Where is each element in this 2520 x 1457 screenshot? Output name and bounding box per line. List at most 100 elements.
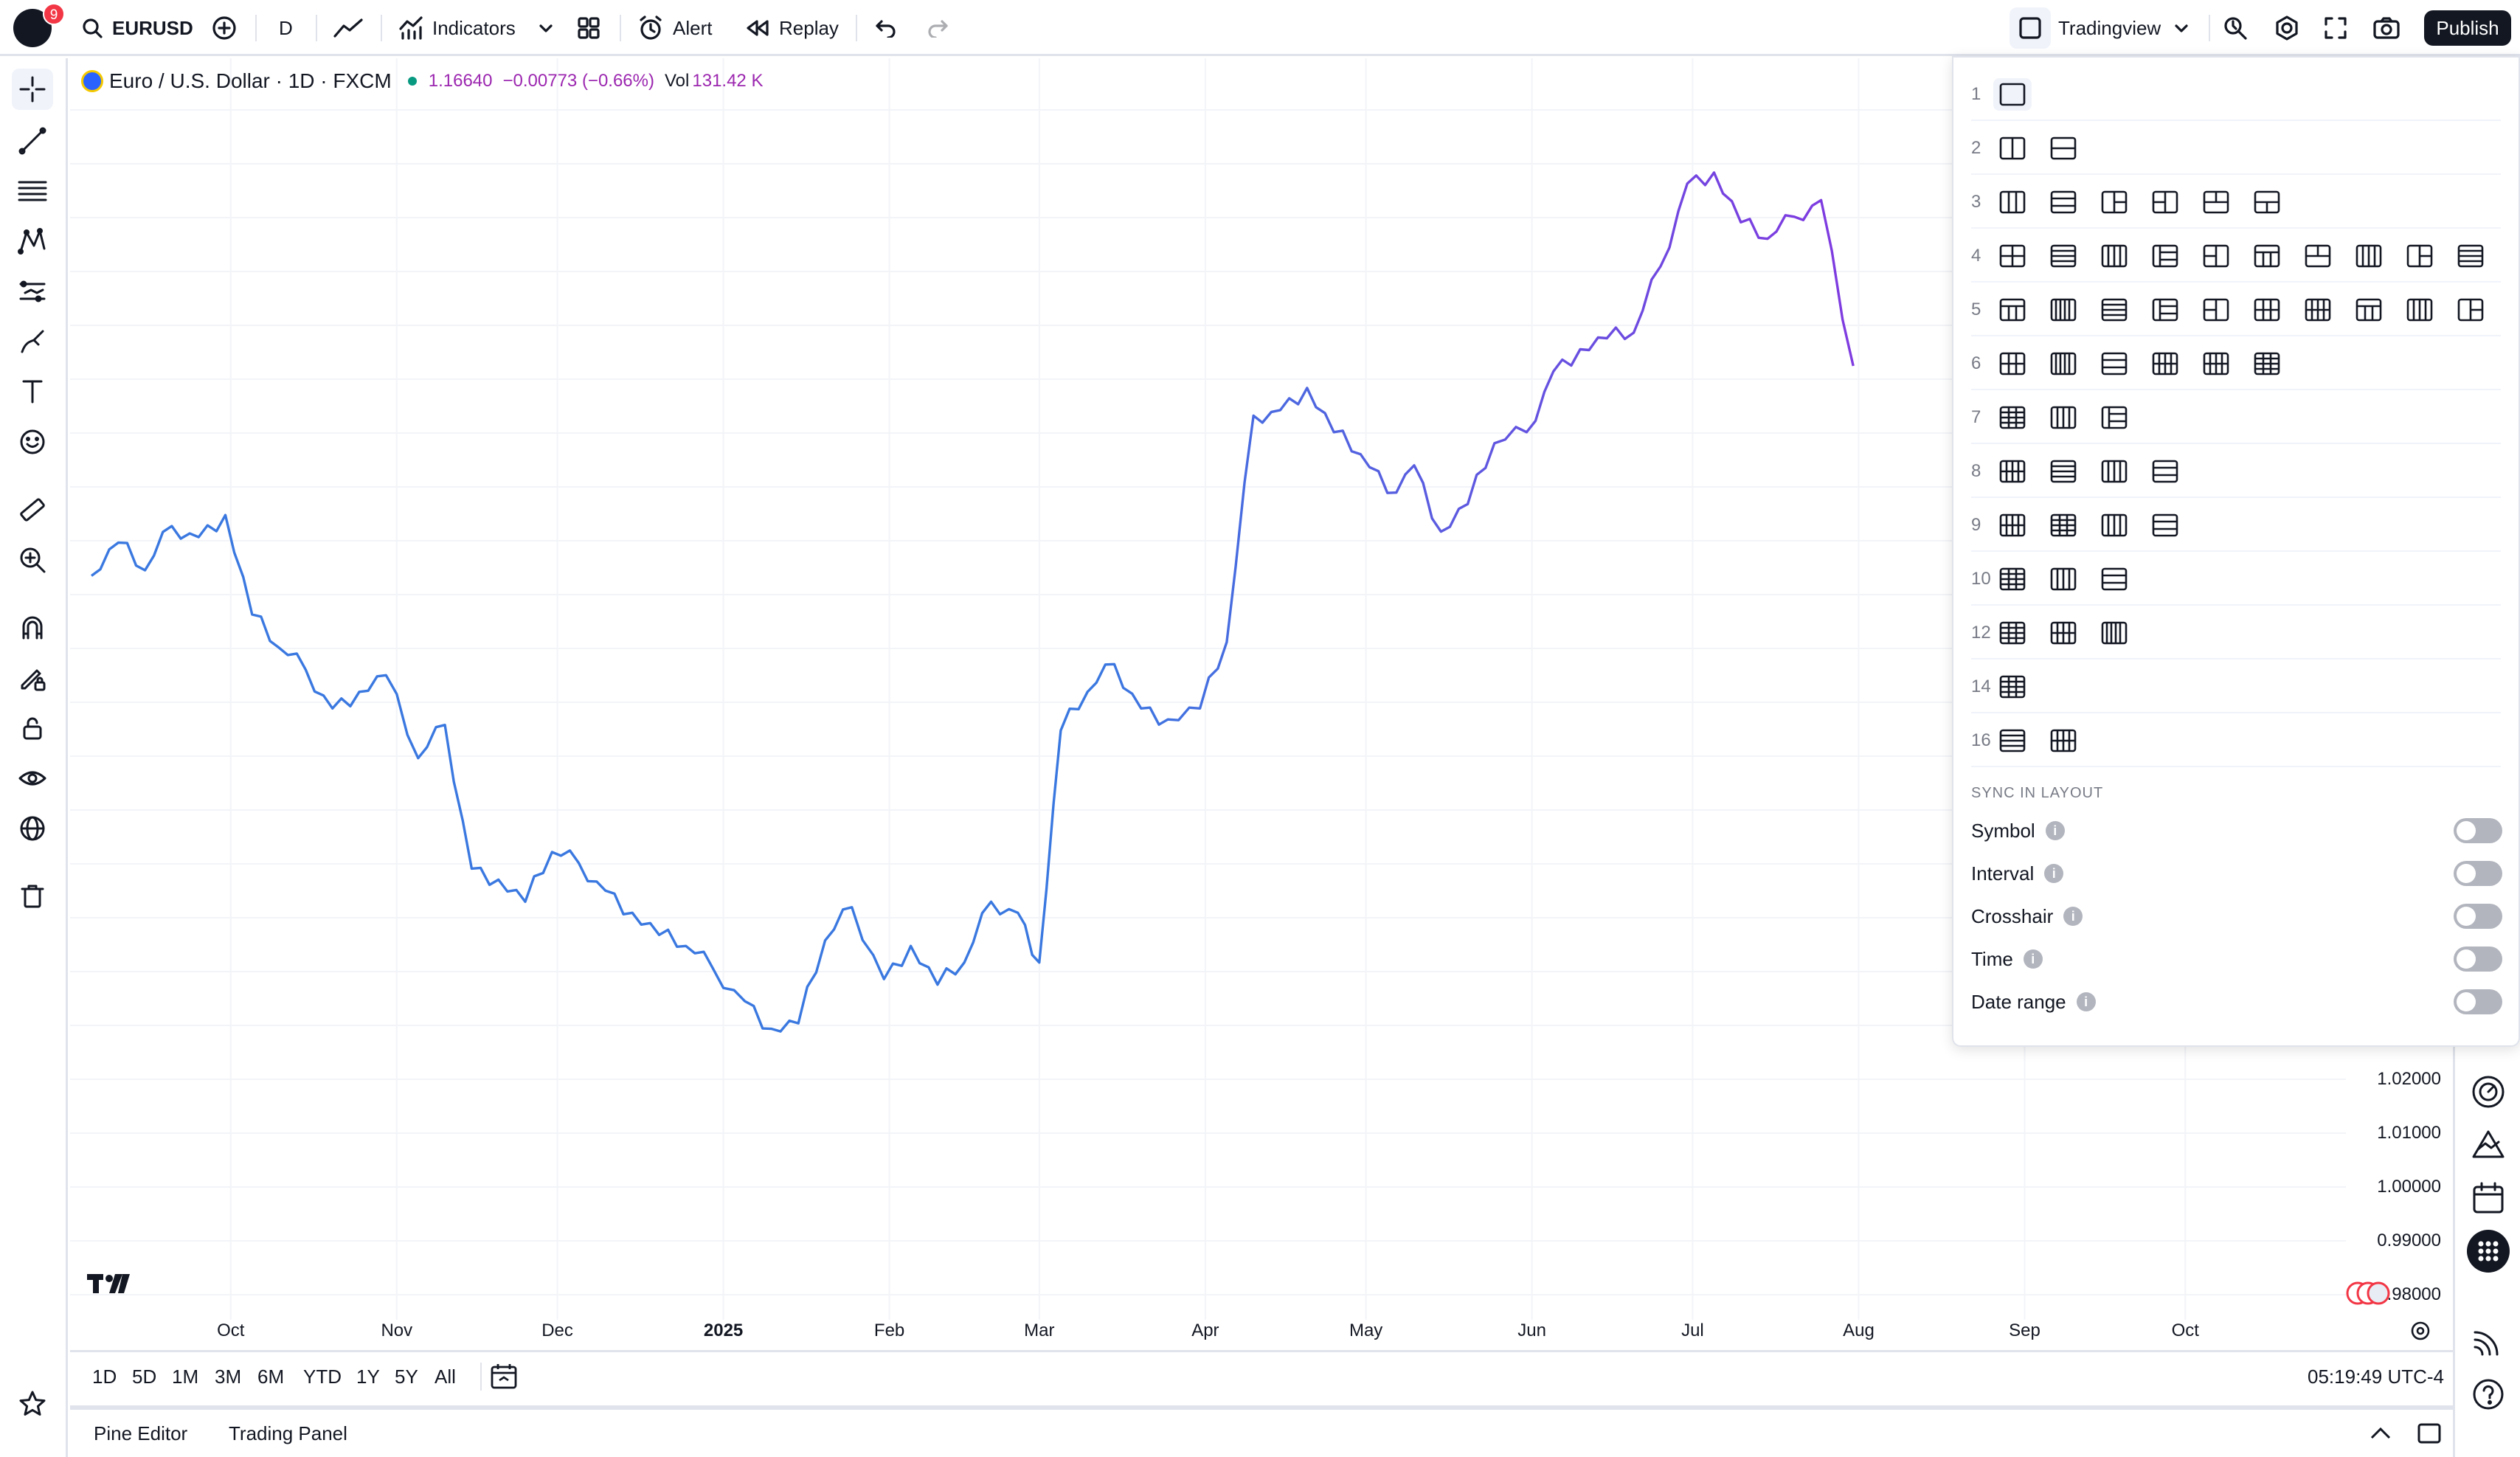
alert-button[interactable]: Alert [637, 0, 712, 56]
streams-button[interactable] [2467, 1320, 2510, 1363]
magnet-tool[interactable] [12, 607, 53, 648]
layout-option-5-6[interactable] [2248, 294, 2286, 326]
layout-option-5-5[interactable] [2197, 294, 2235, 326]
lock-all-tool[interactable] [12, 707, 53, 749]
go-to-date-button[interactable] [489, 1362, 519, 1391]
range-ytd[interactable]: YTD [303, 1366, 342, 1388]
layout-option-16-1[interactable] [1993, 724, 2032, 757]
sync-toggle[interactable] [2454, 818, 2502, 843]
info-icon[interactable]: i [2023, 949, 2043, 969]
products-button[interactable] [2467, 1230, 2510, 1273]
layout-option-3-5[interactable] [2197, 186, 2235, 218]
collapse-panel-button[interactable] [2367, 1420, 2394, 1450]
replay-button[interactable]: Replay [745, 0, 839, 56]
layout-option-6-2[interactable] [2044, 347, 2083, 380]
sync-toggle[interactable] [2454, 946, 2502, 972]
help-button[interactable] [2467, 1373, 2510, 1416]
text-tool[interactable] [12, 371, 53, 412]
layout-option-8-1[interactable] [1993, 455, 2032, 488]
layout-select-button[interactable] [2010, 0, 2051, 56]
flags-badge-icon[interactable] [2346, 1279, 2390, 1307]
crosshair-tool[interactable] [12, 69, 53, 110]
multi-layout-button[interactable] [577, 0, 600, 56]
layout-option-4-1[interactable] [1993, 240, 2032, 272]
layout-option-1-1[interactable] [1993, 78, 2032, 111]
info-icon[interactable]: i [2076, 992, 2096, 1011]
hide-tool[interactable] [12, 758, 53, 799]
layout-option-5-2[interactable] [2044, 294, 2083, 326]
layout-name-button[interactable]: Tradingview [2058, 0, 2189, 56]
layout-option-3-1[interactable] [1993, 186, 2032, 218]
layout-option-12-2[interactable] [2044, 617, 2083, 649]
layout-option-16-2[interactable] [2044, 724, 2083, 757]
layout-option-4-6[interactable] [2248, 240, 2286, 272]
compare-symbol-button[interactable] [211, 0, 238, 56]
layout-option-4-9[interactable] [2400, 240, 2439, 272]
sync-toggle[interactable] [2454, 861, 2502, 886]
sync-toggle[interactable] [2454, 904, 2502, 929]
settings-button[interactable] [2274, 0, 2300, 56]
fib-tool[interactable] [12, 170, 53, 212]
layout-option-2-2[interactable] [2044, 132, 2083, 165]
range-1y[interactable]: 1Y [356, 1366, 380, 1388]
layout-option-4-3[interactable] [2095, 240, 2133, 272]
range-1d[interactable]: 1D [92, 1366, 117, 1388]
layout-option-2-1[interactable] [1993, 132, 2032, 165]
layout-option-5-3[interactable] [2095, 294, 2133, 326]
tab-trading-panel[interactable]: Trading Panel [229, 1422, 347, 1444]
info-icon[interactable]: i [2045, 821, 2065, 840]
layout-option-4-8[interactable] [2350, 240, 2388, 272]
trendline-tool[interactable] [12, 120, 53, 162]
layout-option-3-2[interactable] [2044, 186, 2083, 218]
layout-option-8-3[interactable] [2095, 455, 2133, 488]
interval-button[interactable]: D [279, 0, 293, 56]
range-5y[interactable]: 5Y [395, 1366, 418, 1388]
layout-option-4-2[interactable] [2044, 240, 2083, 272]
layout-option-5-7[interactable] [2299, 294, 2337, 326]
legend-title[interactable]: Euro / U.S. Dollar · 1D · FXCM [109, 69, 392, 92]
layout-option-10-3[interactable] [2095, 563, 2133, 595]
remove-drawings-tool[interactable] [12, 876, 53, 917]
layout-option-4-4[interactable] [2146, 240, 2184, 272]
snapshot-button[interactable] [2372, 0, 2400, 56]
redo-button[interactable] [927, 0, 949, 56]
layout-option-9-3[interactable] [2095, 509, 2133, 541]
layout-option-5-4[interactable] [2146, 294, 2184, 326]
chart-type-button[interactable] [333, 0, 363, 56]
measure-tool[interactable] [12, 489, 53, 530]
undo-button[interactable] [875, 0, 897, 56]
layout-option-6-6[interactable] [2248, 347, 2286, 380]
layout-option-8-4[interactable] [2146, 455, 2184, 488]
pattern-tool[interactable] [12, 221, 53, 262]
watchlist-favorite-tool[interactable] [12, 1383, 53, 1425]
layout-option-9-2[interactable] [2044, 509, 2083, 541]
layout-option-14-1[interactable] [1993, 671, 2032, 703]
layout-option-7-2[interactable] [2044, 401, 2083, 434]
info-icon[interactable]: i [2044, 864, 2064, 883]
layout-option-5-8[interactable] [2350, 294, 2388, 326]
range-6m[interactable]: 6M [257, 1366, 285, 1388]
range-1m[interactable]: 1M [172, 1366, 199, 1388]
range-all[interactable]: All [435, 1366, 456, 1388]
layout-option-10-1[interactable] [1993, 563, 2032, 595]
layout-option-3-4[interactable] [2146, 186, 2184, 218]
range-5d[interactable]: 5D [132, 1366, 157, 1388]
scale-settings-button[interactable] [2409, 1320, 2434, 1345]
symbol-search-button[interactable]: EURUSD [81, 0, 193, 56]
layout-option-5-10[interactable] [2451, 294, 2490, 326]
layout-option-7-1[interactable] [1993, 401, 2032, 434]
clock-timezone[interactable]: 05:19:49 UTC-4 [2308, 1366, 2444, 1388]
layout-option-6-1[interactable] [1993, 347, 2032, 380]
layout-option-3-6[interactable] [2248, 186, 2286, 218]
layout-option-12-3[interactable] [2095, 617, 2133, 649]
zoom-tool[interactable] [12, 539, 53, 581]
forecast-tool[interactable] [12, 271, 53, 312]
object-tree-tool[interactable] [12, 808, 53, 849]
layout-option-6-5[interactable] [2197, 347, 2235, 380]
sync-toggle[interactable] [2454, 989, 2502, 1014]
fullscreen-button[interactable] [2324, 0, 2347, 56]
emoji-tool[interactable] [12, 421, 53, 463]
info-icon[interactable]: i [2063, 907, 2083, 926]
layout-option-10-2[interactable] [2044, 563, 2083, 595]
layout-option-7-3[interactable] [2095, 401, 2133, 434]
